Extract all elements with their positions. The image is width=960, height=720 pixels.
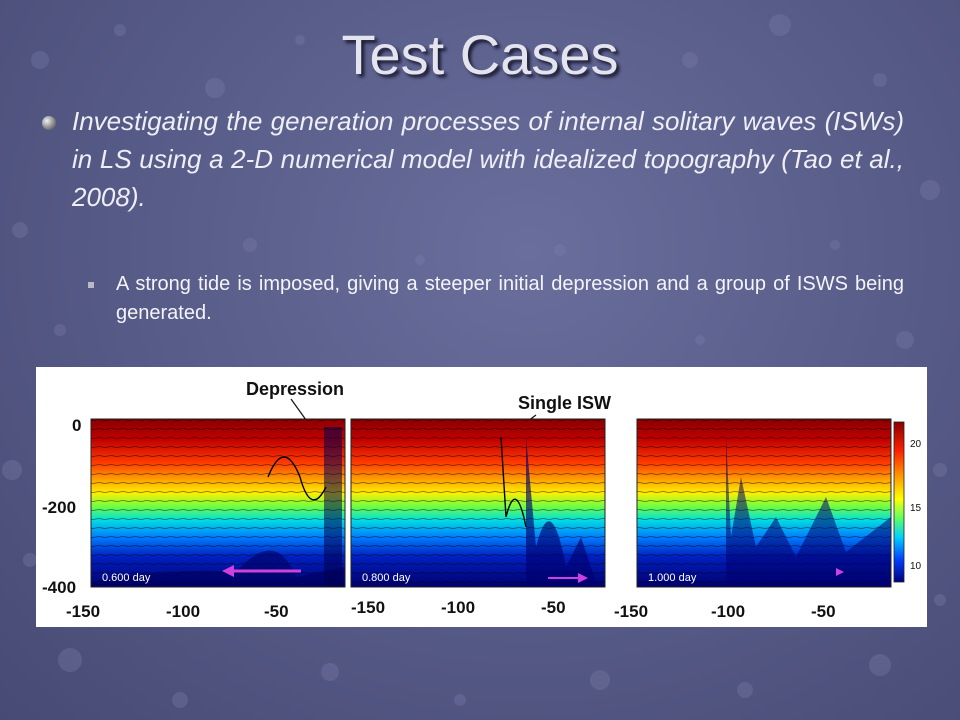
x-tick: -50: [264, 602, 289, 621]
panel-3: 1.000 day: [636, 418, 892, 588]
bullet-text-sub: A strong tide is imposed, giving a steep…: [116, 273, 904, 324]
annotation-depression: Depression: [246, 379, 344, 399]
model-figure: Depression Single ISW 0 -200 -400 0.600 …: [36, 367, 927, 627]
x-tick: -100: [711, 602, 745, 621]
panel-3-arrow: [836, 568, 844, 576]
x-tick: -100: [166, 602, 200, 621]
y-tick-200: -200: [42, 498, 76, 517]
square-bullet-icon: [88, 282, 94, 288]
x-tick: -150: [351, 598, 385, 617]
colorbar-tick-20: 20: [910, 439, 922, 450]
annotation-single-isw: Single ISW: [518, 393, 611, 413]
y-tick-0: 0: [72, 416, 81, 435]
panel-2: 0.800 day: [350, 418, 606, 588]
colorbar-tick-10: 10: [910, 561, 922, 572]
panel-1: 0.600 day: [90, 418, 346, 588]
panel-2-time-label: 0.800 day: [362, 572, 411, 584]
colorbar-tick-15: 15: [910, 503, 922, 514]
y-tick-400: -400: [42, 578, 76, 597]
panel-1-time-label: 0.600 day: [102, 572, 151, 584]
bullet-text-main: Investigating the generation processes o…: [72, 106, 904, 212]
slide-title: Test Cases: [341, 23, 619, 86]
colorbar: 20 15 10: [893, 421, 922, 583]
x-axis-labels: -150 -100 -50 -150 -100 -50 -150 -100 -5…: [66, 598, 836, 621]
x-tick: -100: [441, 598, 475, 617]
x-tick: -50: [811, 602, 836, 621]
x-tick: -150: [614, 602, 648, 621]
sphere-bullet-icon: [42, 116, 56, 130]
panel-3-time-label: 1.000 day: [648, 572, 697, 584]
x-tick: -50: [541, 598, 566, 617]
model-figure-svg: Depression Single ISW 0 -200 -400 0.600 …: [42, 379, 922, 621]
x-tick: -150: [66, 602, 100, 621]
